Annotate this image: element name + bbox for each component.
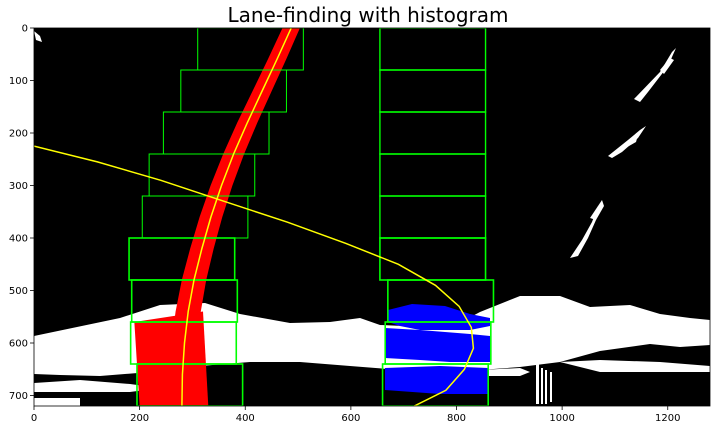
y-tick-label: 100 <box>9 76 28 87</box>
left-window-9 <box>136 363 244 406</box>
x-tick-label: 1000 <box>549 413 574 424</box>
left-fit-curve <box>181 28 292 406</box>
y-tick-label: 500 <box>9 286 28 297</box>
y-tick-label: 300 <box>9 181 28 192</box>
y-tick-label: 400 <box>9 234 28 245</box>
right-lane-pixels <box>385 304 490 394</box>
x-tick-label: 1200 <box>655 413 680 424</box>
y-tick-label: 600 <box>9 339 28 350</box>
x-tick-label: 800 <box>447 413 466 424</box>
right-window-9 <box>381 363 489 406</box>
x-tick-label: 200 <box>130 413 149 424</box>
x-tick-label: 600 <box>341 413 360 424</box>
x-axis: 0 200 400 600 800 1000 1200 <box>31 406 680 424</box>
left-lane-base <box>134 311 209 406</box>
plot-area <box>34 28 710 406</box>
y-tick-label: 200 <box>9 129 28 140</box>
left-lane-pixels <box>134 28 300 406</box>
chart-title: Lane-finding with histogram <box>227 3 508 27</box>
y-axis: 0 100 200 300 400 500 600 700 <box>9 24 34 402</box>
x-tick-label: 0 <box>31 413 37 424</box>
plot-frame <box>33 27 711 407</box>
right-fit-curve <box>34 145 475 406</box>
y-tick-label: 0 <box>22 24 28 35</box>
y-tick-label: 700 <box>9 391 28 402</box>
x-tick-label: 400 <box>236 413 255 424</box>
